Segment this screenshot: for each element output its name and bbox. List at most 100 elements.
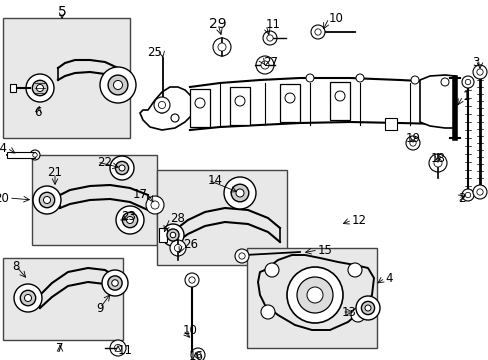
Circle shape: [162, 224, 183, 246]
Circle shape: [261, 61, 268, 69]
Circle shape: [108, 75, 128, 95]
FancyBboxPatch shape: [32, 155, 157, 245]
Circle shape: [32, 80, 48, 96]
Circle shape: [235, 96, 244, 106]
Circle shape: [347, 263, 361, 277]
Circle shape: [213, 38, 230, 56]
Circle shape: [146, 196, 163, 214]
Text: 25: 25: [147, 46, 162, 59]
Circle shape: [126, 216, 133, 224]
Circle shape: [188, 277, 195, 283]
Circle shape: [20, 290, 36, 306]
Bar: [7, 152, 35, 158]
Circle shape: [33, 153, 37, 157]
Circle shape: [350, 308, 364, 322]
Bar: [280, 84, 299, 122]
Circle shape: [37, 85, 43, 91]
Circle shape: [405, 136, 419, 150]
Circle shape: [472, 65, 486, 79]
Circle shape: [465, 79, 470, 85]
Bar: [384, 118, 396, 130]
Text: 3: 3: [472, 55, 479, 68]
Text: 8: 8: [12, 260, 20, 273]
Circle shape: [115, 161, 128, 175]
Circle shape: [110, 156, 134, 180]
Text: 11: 11: [118, 343, 133, 356]
Circle shape: [310, 25, 325, 39]
Circle shape: [461, 189, 473, 201]
Circle shape: [151, 201, 159, 209]
Circle shape: [461, 76, 473, 88]
Circle shape: [114, 345, 122, 352]
FancyBboxPatch shape: [246, 248, 376, 348]
Circle shape: [440, 78, 448, 86]
Circle shape: [472, 185, 486, 199]
Text: 17: 17: [133, 188, 148, 201]
Circle shape: [433, 159, 441, 167]
Circle shape: [26, 74, 54, 102]
Text: 6: 6: [34, 107, 41, 120]
Circle shape: [170, 240, 185, 256]
Circle shape: [174, 244, 181, 252]
Circle shape: [261, 305, 274, 319]
Text: 15: 15: [317, 243, 332, 256]
Text: 10: 10: [328, 12, 343, 24]
Text: 1: 1: [462, 90, 469, 103]
Text: 23: 23: [121, 211, 136, 224]
Circle shape: [364, 305, 370, 311]
Circle shape: [305, 74, 313, 82]
Circle shape: [39, 192, 55, 208]
Text: 13: 13: [341, 306, 356, 319]
Circle shape: [158, 102, 165, 109]
Text: 20: 20: [0, 192, 9, 204]
Circle shape: [361, 301, 374, 315]
Text: 2: 2: [457, 192, 465, 204]
Text: 16: 16: [188, 351, 203, 360]
Circle shape: [410, 76, 418, 84]
Circle shape: [306, 287, 323, 303]
Text: 21: 21: [47, 166, 62, 180]
Circle shape: [43, 197, 50, 203]
Circle shape: [235, 249, 248, 263]
Bar: [190, 89, 209, 127]
Text: 7: 7: [56, 342, 63, 355]
Circle shape: [355, 296, 379, 320]
Circle shape: [108, 276, 122, 290]
Text: 19: 19: [405, 131, 420, 144]
Circle shape: [110, 340, 126, 356]
FancyBboxPatch shape: [157, 170, 286, 265]
Circle shape: [409, 140, 415, 146]
Circle shape: [224, 177, 256, 209]
Circle shape: [100, 67, 136, 103]
Circle shape: [33, 186, 61, 214]
Circle shape: [191, 348, 204, 360]
Polygon shape: [419, 75, 454, 128]
Text: 22: 22: [97, 156, 112, 168]
Text: 9: 9: [96, 302, 103, 315]
Circle shape: [166, 229, 179, 241]
Circle shape: [195, 98, 204, 108]
Circle shape: [266, 35, 273, 41]
FancyBboxPatch shape: [3, 258, 123, 340]
Circle shape: [170, 232, 175, 238]
Circle shape: [119, 165, 125, 171]
Circle shape: [428, 154, 446, 172]
Circle shape: [355, 74, 363, 82]
Circle shape: [256, 56, 273, 74]
Circle shape: [236, 189, 244, 197]
Circle shape: [157, 103, 167, 113]
Circle shape: [263, 31, 276, 45]
Circle shape: [285, 93, 294, 103]
Text: 18: 18: [429, 152, 445, 165]
Circle shape: [24, 294, 31, 302]
Circle shape: [334, 91, 345, 101]
Circle shape: [154, 97, 170, 113]
Circle shape: [112, 280, 118, 286]
Circle shape: [476, 189, 482, 195]
FancyBboxPatch shape: [3, 18, 130, 138]
Circle shape: [14, 284, 42, 312]
Circle shape: [218, 43, 225, 51]
Circle shape: [30, 150, 40, 160]
Circle shape: [465, 192, 470, 198]
Circle shape: [184, 273, 199, 287]
